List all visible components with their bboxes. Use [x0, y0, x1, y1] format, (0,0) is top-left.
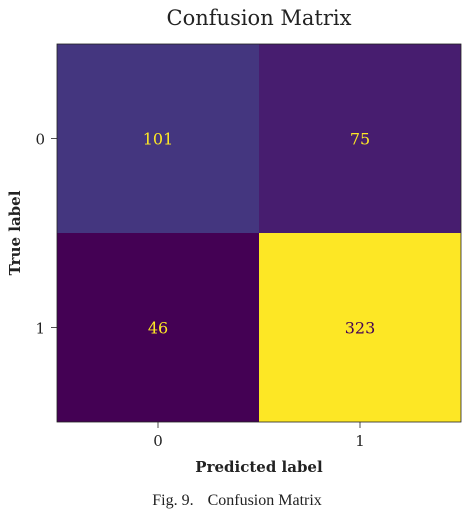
- figure-caption: Fig. 9. Confusion Matrix: [0, 492, 474, 510]
- cell-value-label-1-0: 46: [148, 319, 168, 338]
- chart-title: Confusion Matrix: [167, 6, 352, 30]
- heatmap-cell-0-1: [259, 44, 461, 233]
- axis-ticks: 0 101: [35, 131, 364, 451]
- heatmap-cell-1-0: [57, 233, 259, 422]
- y-tick-label-1: 1: [35, 320, 45, 338]
- x-tick-label-0: 0: [153, 432, 163, 450]
- cell-value-label-1-1: 323: [345, 319, 376, 338]
- figure-number: Fig. 9.: [152, 492, 194, 509]
- plot-frame: [56, 43, 462, 423]
- heatmap-cell-1-1: [259, 233, 461, 422]
- y-tick-label-0: 0: [35, 131, 45, 149]
- cell-value-label-0-1: 75: [350, 130, 370, 149]
- cell-value-labels: 101 75 46 323: [143, 130, 376, 338]
- y-axis-label: True label: [6, 190, 24, 275]
- x-tick-label-1: 1: [355, 432, 365, 450]
- cell-value-label-0-0: 101: [143, 130, 174, 149]
- x-axis-label: Predicted label: [195, 458, 323, 476]
- heatmap-cells: [57, 44, 461, 422]
- heatmap-cell-0-0: [57, 44, 259, 233]
- figure-caption-text: Confusion Matrix: [207, 492, 322, 509]
